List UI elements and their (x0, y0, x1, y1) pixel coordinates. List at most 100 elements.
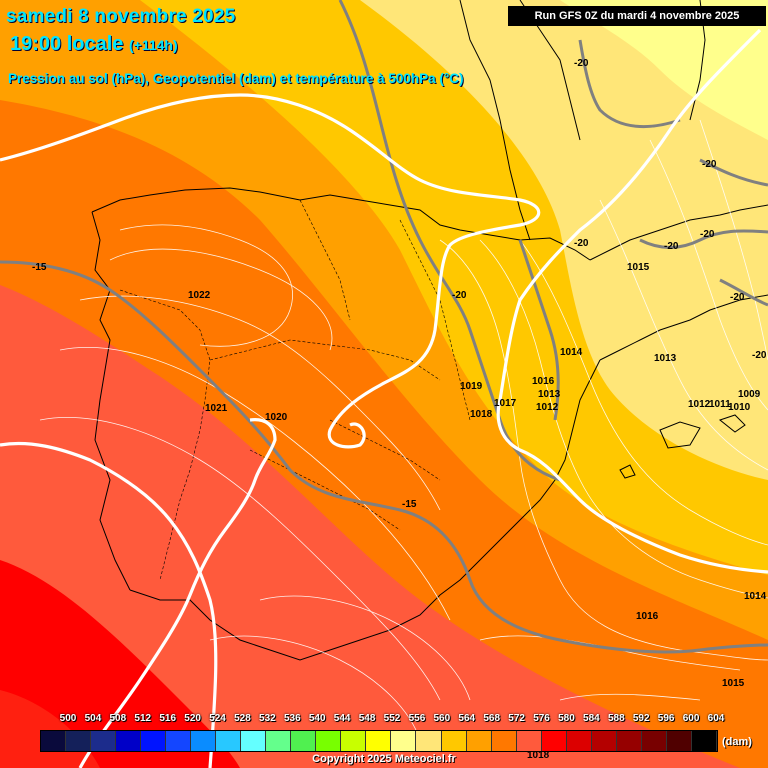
legend-swatch (641, 731, 667, 751)
pressure-label: 1015 (627, 262, 650, 273)
legend-value: 560 (433, 713, 451, 724)
legend-swatch (66, 731, 92, 751)
legend-value: 536 (283, 713, 301, 724)
legend-swatch (616, 731, 642, 751)
temperature-label: -15 (402, 499, 417, 510)
legend-value: 552 (383, 713, 401, 724)
legend-value: 528 (234, 713, 251, 724)
pressure-label: 1019 (460, 381, 483, 392)
legend-value: 580 (558, 713, 575, 724)
legend-unit: (dam) (722, 736, 752, 748)
legend-swatch (216, 731, 242, 751)
pressure-label: 1022 (188, 290, 211, 301)
legend-swatch (91, 731, 117, 751)
legend-swatch (341, 731, 367, 751)
legend-value: 516 (159, 713, 177, 724)
legend-swatch (141, 731, 167, 751)
temperature-label: -20 (702, 159, 717, 170)
legend-value: 556 (408, 713, 426, 724)
pressure-label: 1013 (654, 353, 677, 364)
temperature-label: -20 (574, 58, 589, 69)
pressure-label: 1018 (527, 750, 550, 761)
isotherms (0, 0, 768, 654)
legend-value: 568 (483, 713, 501, 724)
legend-swatch (391, 731, 417, 751)
legend-swatch (291, 731, 317, 751)
legend-swatch (491, 731, 517, 751)
temperature-labels: -15 -15 -20 -20 -20 -20 -20 -20 -20 -20 (32, 58, 767, 510)
pressure-label: 1021 (205, 403, 228, 414)
pressure-label: 1010 (728, 402, 751, 413)
band-580 (0, 560, 240, 768)
legend-swatch (316, 731, 342, 751)
legend-value: 532 (259, 713, 276, 724)
pressure-labels: 1022 1021 1020 1019 1018 1017 1016 1013 … (188, 262, 767, 761)
borders (119, 199, 471, 581)
islands (619, 414, 746, 479)
legend-swatch (441, 731, 467, 751)
pressure-label: 1018 (470, 409, 493, 420)
forecast-time: 19:00 locale (+114h) (10, 33, 178, 56)
legend-value: 540 (308, 713, 326, 724)
pressure-label: 1017 (494, 398, 517, 409)
legend-value: 500 (59, 713, 77, 724)
legend-value: 592 (632, 713, 650, 724)
temperature-label: -20 (730, 292, 745, 303)
legend-value: 524 (209, 713, 226, 724)
legend-value: 564 (458, 713, 476, 724)
geopotential-contours (0, 28, 768, 768)
legend-value: 512 (134, 713, 152, 724)
legend-values: 500 504 508 512 516 520 524 528 532 536 540 544 548 5… (0, 713, 768, 727)
legend-value: 584 (583, 713, 600, 724)
legend-swatch (191, 731, 217, 751)
pressure-label: 1014 (560, 347, 583, 358)
legend-value: 548 (358, 713, 376, 724)
temperature-label: -20 (664, 241, 679, 252)
legend-swatch (541, 731, 567, 751)
pressure-label: 1016 (636, 611, 659, 622)
legend-value: 588 (607, 713, 625, 724)
legend-swatch (416, 731, 442, 751)
pressure-label: 1020 (265, 412, 288, 423)
band-560 (360, 0, 768, 480)
legend-swatch (666, 731, 692, 751)
legend-value: 600 (682, 713, 700, 724)
legend-swatch (116, 731, 142, 751)
run-info: Run GFS 0Z du mardi 4 novembre 2025 (508, 6, 766, 26)
legend-value: 604 (707, 713, 725, 724)
forecast-date: samedi 8 novembre 2025 (6, 6, 236, 27)
forecast-time-suffix: locale (66, 33, 124, 55)
temperature-label: -20 (700, 229, 715, 240)
temperature-label: -20 (452, 290, 467, 301)
pressure-label: 1012 (536, 402, 559, 413)
legend-swatch (366, 731, 392, 751)
pressure-label: 1012 (688, 399, 711, 410)
pressure-label: 1014 (744, 591, 767, 602)
legend-color-bar (40, 730, 718, 752)
legend-swatch (41, 731, 67, 751)
pressure-label: 1015 (722, 678, 745, 689)
legend-value: 572 (508, 713, 525, 724)
legend-value: 508 (109, 713, 127, 724)
legend-value: 520 (184, 713, 201, 724)
pressure-label: 1009 (738, 389, 761, 400)
legend-swatch (466, 731, 492, 751)
copyright: Copyright 2025 Meteociel.fr (312, 753, 456, 765)
legend-swatch (591, 731, 617, 751)
legend-swatch (516, 731, 542, 751)
isobars (39, 119, 768, 741)
legend-value: 544 (333, 713, 351, 724)
map-description: Pression au sol (hPa), Geopotentiel (dam… (8, 71, 464, 86)
legend-value: 596 (657, 713, 675, 724)
legend-swatch (566, 731, 592, 751)
pressure-label: 1013 (538, 389, 561, 400)
forecast-hour: 19:00 (10, 33, 62, 55)
band-556 (560, 0, 768, 140)
legend-value: 504 (84, 713, 102, 724)
pressure-label: 1011 (709, 399, 731, 410)
legend-swatch (266, 731, 292, 751)
legend-swatch (166, 731, 192, 751)
legend-swatch (241, 731, 267, 751)
legend-value: 576 (533, 713, 550, 724)
